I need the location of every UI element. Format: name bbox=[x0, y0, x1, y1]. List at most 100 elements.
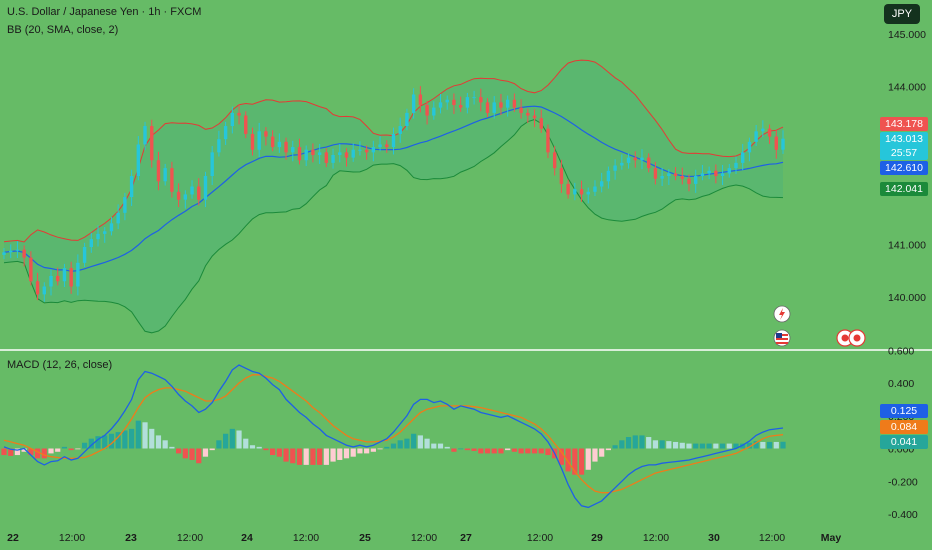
histogram-bar bbox=[8, 448, 14, 456]
candle bbox=[150, 119, 154, 168]
time-tick-label: 12:00 bbox=[527, 532, 553, 544]
candle-body bbox=[197, 186, 201, 200]
candle bbox=[62, 263, 67, 288]
candle-body bbox=[767, 128, 772, 137]
histogram-bar bbox=[424, 438, 430, 449]
candle-body bbox=[237, 112, 241, 116]
histogram-bar bbox=[169, 446, 175, 449]
histogram-bar bbox=[108, 433, 115, 449]
time-axis[interactable]: 22 12:00 23 12:00 24 12:00 25 12:00 27 12:00 29 12:… bbox=[7, 532, 841, 544]
candle-body bbox=[284, 141, 288, 153]
bar-countdown: 25:57 bbox=[890, 147, 918, 159]
candle bbox=[546, 124, 550, 159]
candle bbox=[291, 140, 295, 162]
candle bbox=[727, 163, 731, 178]
last-price: 143.013 bbox=[885, 133, 923, 145]
histogram-bar bbox=[719, 443, 726, 449]
histogram-bar bbox=[686, 443, 692, 449]
time-tick-label: 12:00 bbox=[293, 532, 319, 544]
candle-body bbox=[579, 189, 584, 195]
histogram-bar bbox=[538, 448, 544, 454]
histogram-bar bbox=[95, 436, 101, 449]
candle-body bbox=[103, 231, 107, 234]
candle bbox=[452, 93, 456, 114]
candle-body bbox=[324, 152, 329, 163]
candle bbox=[311, 143, 315, 163]
histogram-bar bbox=[310, 448, 316, 465]
candle-body bbox=[129, 176, 134, 198]
histogram-bar bbox=[451, 448, 457, 452]
histogram-bar bbox=[115, 432, 121, 449]
bb-basis-badge: 142.610 bbox=[880, 161, 928, 175]
histogram-bar bbox=[122, 430, 128, 449]
histogram-bar bbox=[41, 448, 47, 459]
histogram-bar bbox=[646, 437, 652, 449]
histogram-bar bbox=[672, 441, 679, 449]
candle-body bbox=[485, 102, 490, 113]
currency-button[interactable]: JPY bbox=[884, 4, 920, 24]
candle bbox=[304, 145, 308, 167]
candle-body bbox=[183, 194, 188, 200]
histogram-bar bbox=[464, 448, 470, 451]
candle bbox=[734, 156, 738, 174]
candle bbox=[317, 143, 322, 164]
candle bbox=[687, 174, 691, 192]
candle-body bbox=[539, 118, 543, 129]
candle-body bbox=[143, 126, 147, 145]
candle bbox=[96, 225, 100, 247]
candle bbox=[754, 124, 758, 147]
candle bbox=[378, 136, 382, 152]
candle-body bbox=[250, 133, 255, 150]
candle-body bbox=[116, 212, 120, 224]
candle-body bbox=[559, 168, 564, 184]
histogram-bar bbox=[223, 433, 229, 449]
histogram-bar bbox=[128, 428, 135, 449]
histogram-bar bbox=[525, 448, 531, 454]
histogram-bar bbox=[102, 435, 108, 449]
candle bbox=[230, 106, 235, 134]
macd-indicator-label[interactable]: MACD (12, 26, close) bbox=[7, 359, 113, 371]
candle bbox=[566, 179, 570, 199]
histogram-bar bbox=[505, 448, 511, 451]
candle-body bbox=[586, 191, 590, 195]
histogram-bar bbox=[578, 448, 585, 475]
candle-body bbox=[210, 152, 214, 177]
histogram-bar bbox=[155, 435, 162, 449]
candle bbox=[479, 88, 483, 112]
candle bbox=[593, 180, 597, 197]
candle-body bbox=[519, 107, 523, 113]
candle-body bbox=[754, 131, 758, 142]
symbol-title[interactable]: U.S. Dollar / Japanese Yen · 1h · FXCM bbox=[7, 6, 202, 18]
candle bbox=[76, 254, 80, 296]
bb-indicator-label[interactable]: BB (20, SMA, close, 2) bbox=[7, 24, 119, 36]
candle bbox=[599, 172, 604, 193]
histogram-bar bbox=[243, 438, 249, 449]
flag-stripe bbox=[776, 338, 788, 340]
candle-body bbox=[761, 128, 765, 132]
candle-body bbox=[49, 275, 53, 287]
candle bbox=[364, 145, 369, 160]
bb-upper-badge: 143.178 bbox=[880, 117, 928, 131]
candle bbox=[257, 122, 261, 158]
candle-body bbox=[411, 94, 416, 113]
candle bbox=[264, 127, 268, 146]
candle bbox=[512, 93, 517, 112]
candle-body bbox=[391, 133, 396, 148]
event-icons[interactable] bbox=[773, 305, 866, 347]
candle bbox=[250, 127, 255, 156]
time-tick-label: 23 bbox=[125, 532, 137, 544]
candle-body bbox=[56, 275, 60, 282]
candle-body bbox=[385, 144, 389, 148]
candle-body bbox=[499, 102, 503, 108]
histogram-bar bbox=[417, 435, 423, 449]
histogram-bar bbox=[740, 443, 746, 449]
flag-stripe bbox=[776, 342, 788, 344]
histogram-bar bbox=[162, 440, 168, 449]
candle-body bbox=[15, 249, 20, 251]
candle-body bbox=[351, 149, 355, 158]
candle-body bbox=[418, 94, 423, 106]
candle-body bbox=[593, 186, 597, 192]
time-tick-label: 27 bbox=[460, 532, 472, 544]
histogram-bar bbox=[760, 441, 766, 449]
